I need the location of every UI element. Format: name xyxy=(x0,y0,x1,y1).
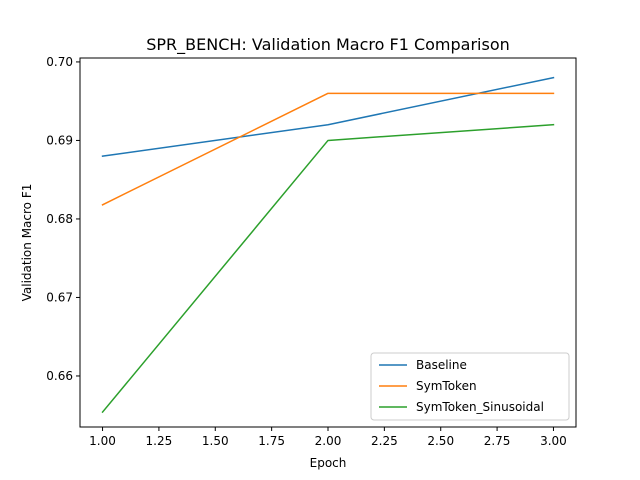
legend-box xyxy=(370,352,570,421)
y-tick-label: 0.66 xyxy=(46,369,73,383)
legend-label: SymToken_Sinusoidal xyxy=(416,400,544,414)
x-tick-label: 3.00 xyxy=(540,434,567,448)
chart-title: SPR_BENCH: Validation Macro F1 Compariso… xyxy=(146,35,510,55)
x-axis-label: Epoch xyxy=(310,456,347,470)
x-tick-label: 1.25 xyxy=(146,434,173,448)
series-line-1 xyxy=(101,92,555,206)
x-tick-label: 2.00 xyxy=(315,434,342,448)
legend: Baseline SymToken SymToken_Sinusoidal xyxy=(370,352,570,421)
y-tick-label: 0.70 xyxy=(46,55,73,69)
x-axis: 1.00 1.25 1.50 1.75 2.00 2.25 2.50 2.75 3.00 xyxy=(89,427,567,448)
x-tick-label: 1.75 xyxy=(258,434,285,448)
series-line-2 xyxy=(101,123,555,414)
x-tick-label: 1.00 xyxy=(89,434,116,448)
x-tick-label: 1.50 xyxy=(202,434,229,448)
y-tick-label: 0.69 xyxy=(46,133,73,147)
x-tick-label: 2.25 xyxy=(371,434,398,448)
y-tick-label: 0.68 xyxy=(46,212,73,226)
x-tick-label: 2.50 xyxy=(427,434,454,448)
y-axis-label: Validation Macro F1 xyxy=(20,184,34,302)
legend-label: Baseline xyxy=(416,358,467,372)
x-tick-label: 2.75 xyxy=(484,434,511,448)
legend-label: SymToken xyxy=(416,379,477,393)
y-tick-label: 0.67 xyxy=(46,290,73,304)
y-axis: 0.66 0.67 0.68 0.69 0.70 xyxy=(46,55,80,383)
plot-area xyxy=(101,76,555,414)
